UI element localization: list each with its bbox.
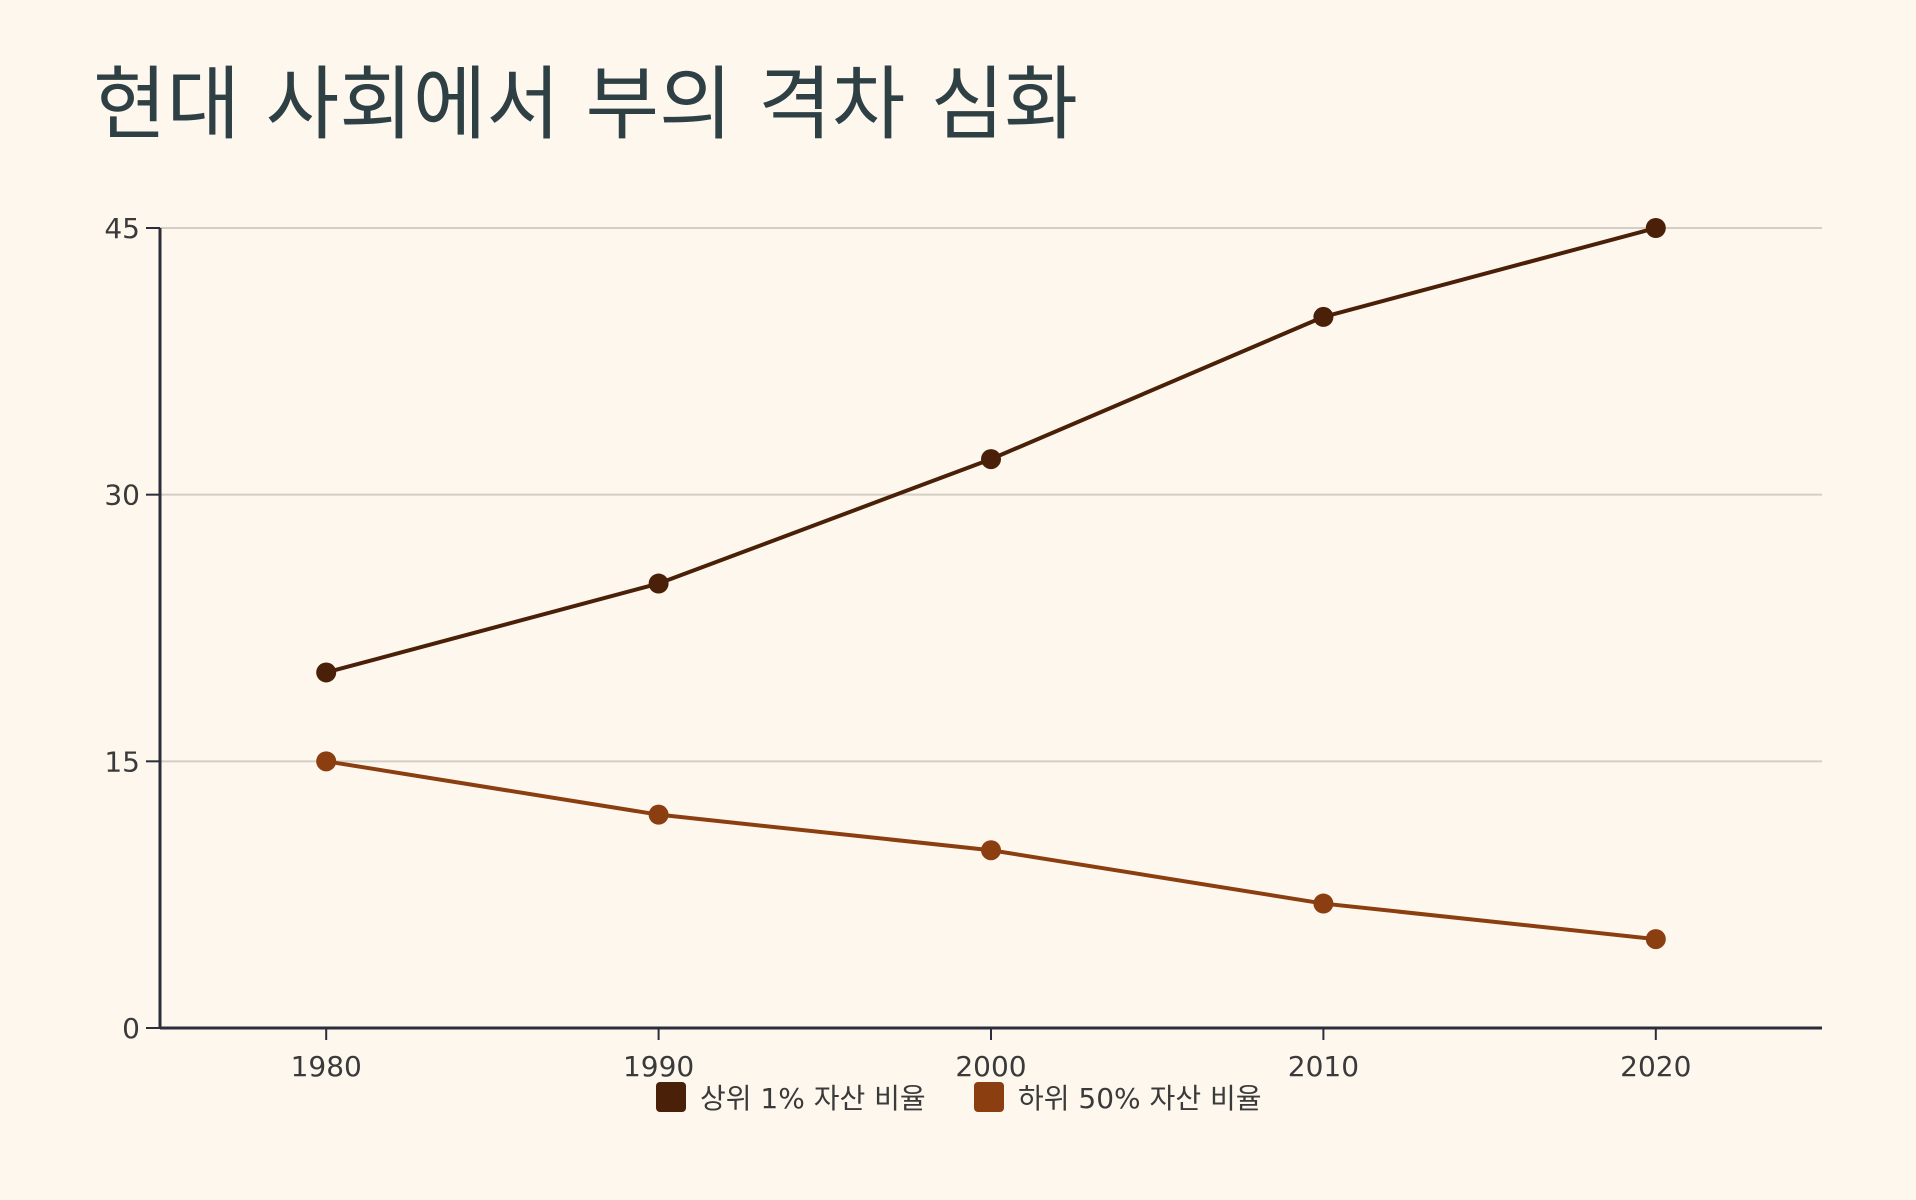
legend-item-0: 상위 1% 자산 비율 <box>656 1082 926 1115</box>
series-1 <box>316 751 1666 950</box>
data-point <box>1645 929 1666 950</box>
legend-label: 하위 50% 자산 비율 <box>1018 1082 1262 1115</box>
chart-title: 현대 사회에서 부의 격차 심화 <box>93 58 1078 151</box>
data-point <box>981 449 1001 470</box>
y-tick-label: 30 <box>104 479 140 512</box>
data-point <box>981 840 1001 861</box>
x-tick-label: 2010 <box>1288 1050 1359 1083</box>
x-tick-label: 1980 <box>291 1050 362 1083</box>
legend-swatch <box>974 1082 1004 1112</box>
data-point <box>1645 218 1666 238</box>
legend-label: 상위 1% 자산 비율 <box>700 1082 926 1115</box>
data-point <box>316 662 337 683</box>
x-tick-label: 2020 <box>1620 1050 1691 1083</box>
legend-swatch <box>656 1082 686 1112</box>
y-tick-label: 0 <box>122 1012 140 1045</box>
y-tick-label: 45 <box>104 212 140 245</box>
data-point <box>1313 893 1334 914</box>
data-point <box>648 804 669 825</box>
legend-item-1: 하위 50% 자산 비율 <box>974 1082 1262 1115</box>
x-tick-label: 1990 <box>623 1050 694 1083</box>
data-point <box>648 573 669 594</box>
data-point <box>316 751 337 772</box>
x-tick-label: 2000 <box>955 1050 1026 1083</box>
y-tick-label: 15 <box>104 745 140 778</box>
data-point <box>1313 306 1334 327</box>
series-0 <box>316 218 1666 683</box>
